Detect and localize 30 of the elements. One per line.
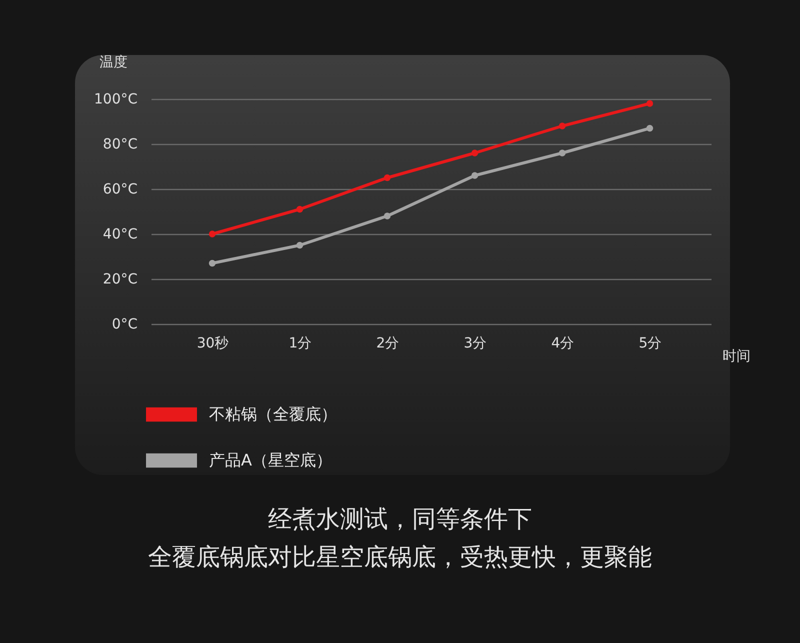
text: 经煮水测试，同等条件下 xyxy=(267,504,533,535)
y-tick-label: 0°C xyxy=(112,316,138,332)
point xyxy=(384,212,391,220)
point xyxy=(296,206,304,213)
point xyxy=(646,124,654,132)
x-tick-label: 5分 xyxy=(638,336,662,352)
legend-label: 不粘锅（全覆底） xyxy=(209,404,337,424)
point xyxy=(208,260,216,267)
x-tick-label: 4分 xyxy=(551,336,574,352)
point xyxy=(296,242,304,249)
point xyxy=(558,122,566,130)
point xyxy=(208,230,216,238)
point xyxy=(471,150,478,156)
x-axis-title: 时间 xyxy=(722,348,750,364)
y-tick-label: 80°C xyxy=(102,136,138,152)
y-tick-label: 20°C xyxy=(102,272,138,288)
y-tick-label: 60°C xyxy=(102,182,138,198)
legend-label: 产品A（星空底） xyxy=(209,450,332,470)
point xyxy=(384,174,391,182)
y-tick-label: 40°C xyxy=(102,226,138,242)
x-tick-label: 1分 xyxy=(288,336,312,352)
x-tick-label: 2分 xyxy=(376,336,400,352)
point xyxy=(558,150,566,156)
point xyxy=(471,172,478,179)
x-tick-label: 30秒 xyxy=(196,336,229,352)
y-tick-label: 100°C xyxy=(94,92,138,108)
x-tick-label: 3分 xyxy=(464,336,487,352)
text: 全覆底锅底对比星空底锅底，受热更快，更聚能 xyxy=(147,542,653,573)
y-axis-title: 温度 xyxy=(100,54,128,70)
point xyxy=(646,100,654,107)
